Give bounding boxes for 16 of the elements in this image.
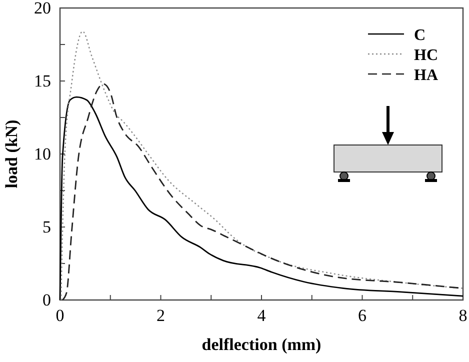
x-tick-label: 4	[257, 306, 266, 326]
x-tick-label: 2	[156, 306, 165, 326]
y-tick-label: 10	[34, 144, 51, 164]
x-tick-label: 6	[358, 306, 366, 326]
y-tick-label: 5	[42, 217, 51, 236]
y-axis-title: load (kN)	[2, 120, 21, 188]
line-series	[60, 30, 464, 301]
legend-label: HC	[414, 47, 438, 64]
x-tick-label: 8	[458, 306, 468, 326]
legend-label: HA	[414, 67, 438, 84]
x-axis-title: delflection (mm)	[202, 335, 322, 354]
y-tick-label: 15	[34, 71, 51, 90]
legend-label: C	[414, 27, 426, 44]
x-tick-label: 0	[56, 306, 64, 326]
y-tick-label: 20	[34, 0, 51, 18]
y-tick-label: 0	[42, 290, 51, 310]
